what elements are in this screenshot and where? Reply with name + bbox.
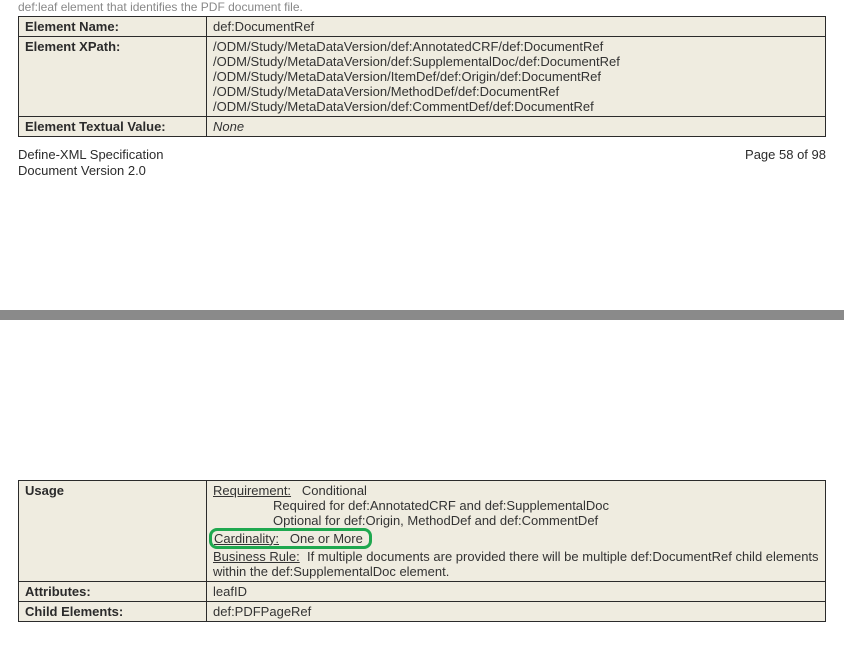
- element-spec-table-upper: Element Name: def:DocumentRef Element XP…: [18, 16, 826, 137]
- cardinality-highlight: Cardinality: One or More: [209, 528, 372, 549]
- cardinality-value: One or More: [290, 531, 363, 546]
- footer-spec-title: Define-XML Specification: [18, 147, 163, 163]
- label-attributes: Attributes:: [19, 581, 207, 601]
- row-attributes: Attributes: leafID: [19, 581, 826, 601]
- row-element-xpath: Element XPath: /ODM/Study/MetaDataVersio…: [19, 37, 826, 117]
- label-usage: Usage: [19, 480, 207, 581]
- businessrule-value: If multiple documents are provided there…: [213, 549, 819, 579]
- requirement-value: Conditional: [302, 483, 367, 498]
- element-spec-table-lower: Usage Requirement: Conditional Required …: [18, 480, 826, 622]
- value-child-elements: def:PDFPageRef: [207, 601, 826, 621]
- label-element-xpath: Element XPath:: [19, 37, 207, 117]
- truncated-top-line: def:leaf element that identifies the PDF…: [0, 0, 844, 16]
- usage-requirement: Requirement: Conditional: [213, 483, 819, 498]
- page-footer: Define-XML Specification Document Versio…: [0, 145, 844, 180]
- xpath-line-1: /ODM/Study/MetaDataVersion/def:Annotated…: [213, 39, 819, 54]
- lower-page-section: Usage Requirement: Conditional Required …: [0, 480, 844, 622]
- cardinality-label: Cardinality:: [214, 531, 279, 546]
- businessrule-label: Business Rule:: [213, 549, 300, 564]
- xpath-line-2: /ODM/Study/MetaDataVersion/def:Supplemen…: [213, 54, 819, 69]
- value-element-textual: None: [207, 117, 826, 137]
- label-element-textual: Element Textual Value:: [19, 117, 207, 137]
- usage-business-rule: Business Rule: If multiple documents are…: [213, 549, 819, 579]
- value-usage: Requirement: Conditional Required for de…: [207, 480, 826, 581]
- row-child-elements: Child Elements: def:PDFPageRef: [19, 601, 826, 621]
- usage-cardinality: Cardinality: One or More: [213, 528, 819, 549]
- value-attributes: leafID: [207, 581, 826, 601]
- footer-left: Define-XML Specification Document Versio…: [18, 147, 163, 180]
- page-divider: [0, 310, 844, 320]
- value-element-xpath: /ODM/Study/MetaDataVersion/def:Annotated…: [207, 37, 826, 117]
- xpath-line-4: /ODM/Study/MetaDataVersion/MethodDef/def…: [213, 84, 819, 99]
- requirement-label: Requirement:: [213, 483, 291, 498]
- xpath-line-3: /ODM/Study/MetaDataVersion/ItemDef/def:O…: [213, 69, 819, 84]
- value-element-name: def:DocumentRef: [207, 17, 826, 37]
- usage-req-line2: Optional for def:Origin, MethodDef and d…: [213, 513, 819, 528]
- xpath-line-5: /ODM/Study/MetaDataVersion/def:CommentDe…: [213, 99, 819, 114]
- footer-page-info: Page 58 of 98: [745, 147, 826, 180]
- row-usage: Usage Requirement: Conditional Required …: [19, 480, 826, 581]
- label-child-elements: Child Elements:: [19, 601, 207, 621]
- footer-doc-version: Document Version 2.0: [18, 163, 163, 179]
- row-element-textual: Element Textual Value: None: [19, 117, 826, 137]
- usage-req-line1: Required for def:AnnotatedCRF and def:Su…: [213, 498, 819, 513]
- upper-page-section: Element Name: def:DocumentRef Element XP…: [0, 16, 844, 137]
- row-element-name: Element Name: def:DocumentRef: [19, 17, 826, 37]
- label-element-name: Element Name:: [19, 17, 207, 37]
